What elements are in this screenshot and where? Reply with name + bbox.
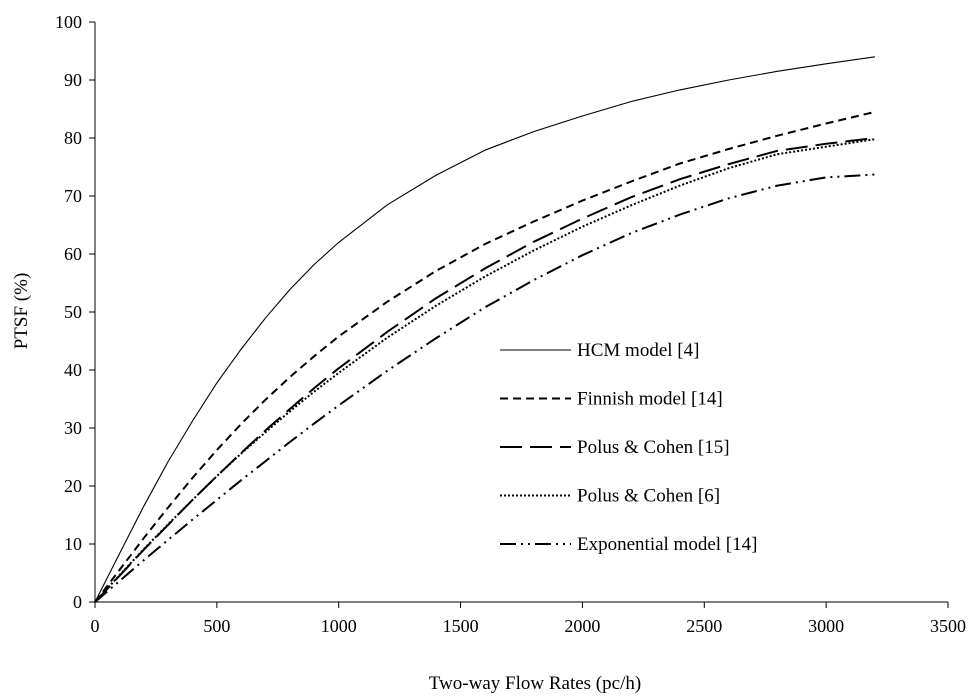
y-tick-label: 10 bbox=[64, 534, 82, 554]
x-tick-label: 0 bbox=[91, 616, 100, 636]
legend-label-5: Exponential model [14] bbox=[577, 534, 757, 555]
y-tick-label: 80 bbox=[64, 128, 82, 148]
x-tick-label: 2000 bbox=[564, 616, 600, 636]
y-axis-title: PTSF (%) bbox=[11, 273, 32, 350]
y-tick-label: 100 bbox=[55, 12, 82, 32]
y-tick-label: 20 bbox=[64, 476, 82, 496]
y-tick-label: 70 bbox=[64, 186, 82, 206]
x-tick-label: 1500 bbox=[443, 616, 479, 636]
y-tick-label: 0 bbox=[73, 592, 82, 612]
series-line-4 bbox=[94, 138, 876, 603]
legend-label-4: Polus & Cohen [6] bbox=[577, 486, 720, 507]
y-tick-label: 90 bbox=[64, 70, 82, 90]
series-line-2 bbox=[94, 110, 876, 603]
y-tick-label: 40 bbox=[64, 360, 82, 380]
y-tick-label: 30 bbox=[64, 418, 82, 438]
series-line-1 bbox=[94, 56, 875, 603]
series-layer bbox=[94, 56, 876, 603]
legend-label-3: Polus & Cohen [15] bbox=[577, 437, 730, 458]
x-tick-label: 2500 bbox=[686, 616, 722, 636]
y-tick-label: 50 bbox=[64, 302, 82, 322]
series-line-5 bbox=[94, 173, 875, 603]
x-tick-label: 500 bbox=[203, 616, 230, 636]
x-tick-label: 3500 bbox=[930, 616, 966, 636]
legend-label-2: Finnish model [14] bbox=[577, 389, 723, 410]
y-tick-label: 60 bbox=[64, 244, 82, 264]
legend-label-1: HCM model [4] bbox=[577, 340, 699, 361]
x-tick-label: 3000 bbox=[808, 616, 844, 636]
x-tick-label: 1000 bbox=[321, 616, 357, 636]
x-axis-title: Two-way Flow Rates (pc/h) bbox=[429, 673, 641, 694]
series-line-3 bbox=[94, 137, 876, 603]
legend: HCM model [4] Finnish model [14] Polus & C… bbox=[500, 340, 757, 555]
